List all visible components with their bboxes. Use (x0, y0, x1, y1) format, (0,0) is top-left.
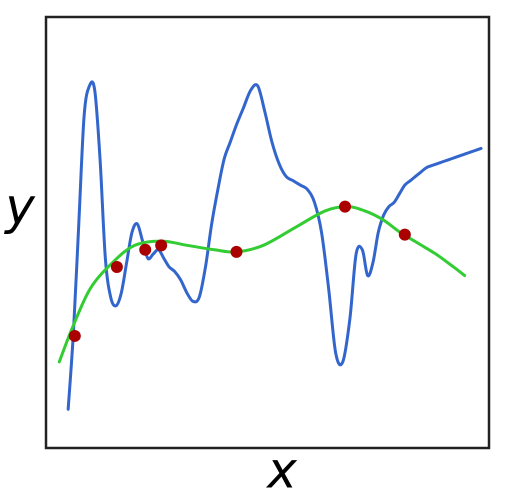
y-axis-label: y (3, 178, 36, 236)
data-point (339, 200, 352, 213)
data-point (68, 329, 81, 342)
data-point (230, 245, 243, 258)
data-point (139, 243, 152, 256)
data-point (110, 260, 123, 273)
series-layer (57, 80, 483, 411)
plot-frame (44, 15, 491, 450)
smooth-fit-curve (57, 205, 467, 364)
x-axis-label: x (265, 442, 297, 500)
noisy-fit-curve (66, 80, 483, 411)
data-point (398, 228, 411, 241)
data-point (155, 239, 168, 252)
